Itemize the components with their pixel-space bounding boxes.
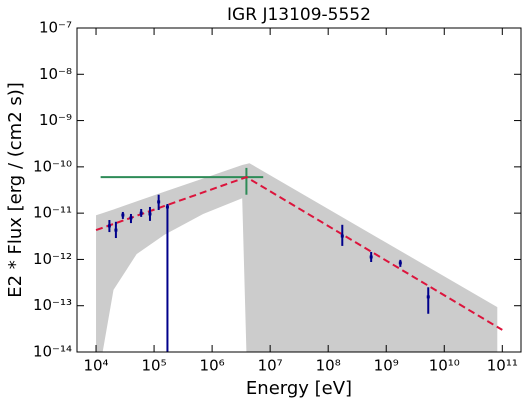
data-point: [107, 224, 111, 228]
uncertainty-band: [96, 163, 498, 352]
x-tick-label: 10⁶: [200, 357, 225, 375]
model-line: [95, 176, 503, 331]
data-point: [139, 211, 143, 215]
y-tick-label: 10⁻⁸: [39, 65, 72, 83]
y-tick-label: 10⁻¹⁴: [33, 343, 72, 361]
x-tick-label: 10⁵: [142, 357, 167, 375]
y-tick-label: 10⁻⁷: [39, 19, 72, 37]
y-tick-label: 10⁻¹¹: [33, 204, 72, 222]
x-tick-label: 10¹⁰: [429, 357, 460, 375]
data-point: [165, 205, 169, 209]
data-point: [340, 234, 344, 238]
data-point: [129, 216, 133, 220]
x-tick-label: 10⁷: [258, 357, 283, 375]
data-point: [426, 295, 430, 299]
data-point: [148, 212, 152, 216]
data-point: [398, 261, 402, 265]
y-axis-label: E2 * Flux [erg / (cm2 s)]: [5, 82, 26, 298]
chart-title: IGR J13109-5552: [227, 5, 371, 25]
x-tick-label: 10⁸: [316, 357, 341, 375]
data-point: [121, 213, 125, 217]
data-point: [369, 255, 373, 259]
x-tick-label: 10¹¹: [487, 357, 518, 375]
y-tick-label: 10⁻¹⁰: [33, 157, 72, 175]
x-tick-label: 10⁹: [374, 357, 399, 375]
plot-frame: [76, 27, 522, 353]
y-tick-label: 10⁻¹³: [33, 296, 72, 314]
x-tick-label: 10⁴: [83, 357, 108, 375]
y-tick-label: 10⁻⁹: [39, 111, 72, 129]
data-point: [157, 200, 161, 204]
x-axis-label: Energy [eV]: [246, 378, 352, 399]
y-tick-label: 10⁻¹²: [33, 250, 72, 268]
data-point: [114, 228, 118, 232]
